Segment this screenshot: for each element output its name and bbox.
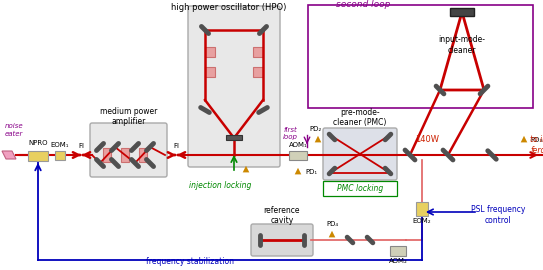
Text: frequency stabilization: frequency stabilization [146,257,234,266]
Text: EOM₁: EOM₁ [50,142,70,148]
Text: input-mode-
cleaner: input-mode- cleaner [439,35,485,55]
Bar [103,148,111,162]
Bar [28,151,48,161]
Polygon shape [521,136,527,142]
Text: FI: FI [173,143,179,149]
Text: PD₄: PD₄ [326,221,338,227]
Polygon shape [243,166,249,173]
Text: noise
eater: noise eater [5,123,24,137]
Bar [205,67,215,77]
Bar [253,47,263,57]
Text: medium power
amplifier: medium power amplifier [100,107,157,126]
FancyBboxPatch shape [251,224,313,256]
Text: second loop: second loop [336,0,390,9]
Text: PD₂: PD₂ [310,126,322,132]
FancyBboxPatch shape [188,6,280,167]
Text: injection locking: injection locking [189,181,251,190]
Text: AOM₁: AOM₁ [289,142,307,148]
Bar [226,135,242,140]
Bar [121,148,129,162]
Bar [253,67,263,77]
Text: high power oscillator (HPO): high power oscillator (HPO) [171,3,287,12]
Polygon shape [2,151,16,159]
Bar [289,151,307,160]
FancyBboxPatch shape [323,128,397,180]
Bar [205,47,215,57]
Text: FI: FI [78,143,84,149]
Text: PMC locking: PMC locking [337,184,383,193]
Text: first
loop: first loop [282,127,298,140]
Bar [139,148,147,162]
Text: NPRO: NPRO [28,140,48,146]
Text: PSL frequency
control: PSL frequency control [471,205,525,225]
Bar [450,8,474,16]
Text: AOM₂: AOM₂ [389,258,407,264]
Text: EOM₂: EOM₂ [413,218,431,224]
Bar [390,246,406,256]
Polygon shape [295,168,301,174]
Text: pre-mode-
cleaner (PMC): pre-mode- cleaner (PMC) [333,108,387,127]
Polygon shape [329,231,335,237]
Bar [323,181,397,196]
Bar [308,5,533,108]
Text: PD₃: PD₃ [530,137,542,143]
Polygon shape [315,136,321,142]
FancyBboxPatch shape [90,123,167,177]
Text: to inter-
ferometer: to inter- ferometer [530,135,543,155]
Text: reference
cavity: reference cavity [264,206,300,225]
Bar [416,202,428,216]
Text: PD₁: PD₁ [305,169,317,175]
Text: 140W: 140W [415,136,439,144]
Bar [55,151,65,160]
